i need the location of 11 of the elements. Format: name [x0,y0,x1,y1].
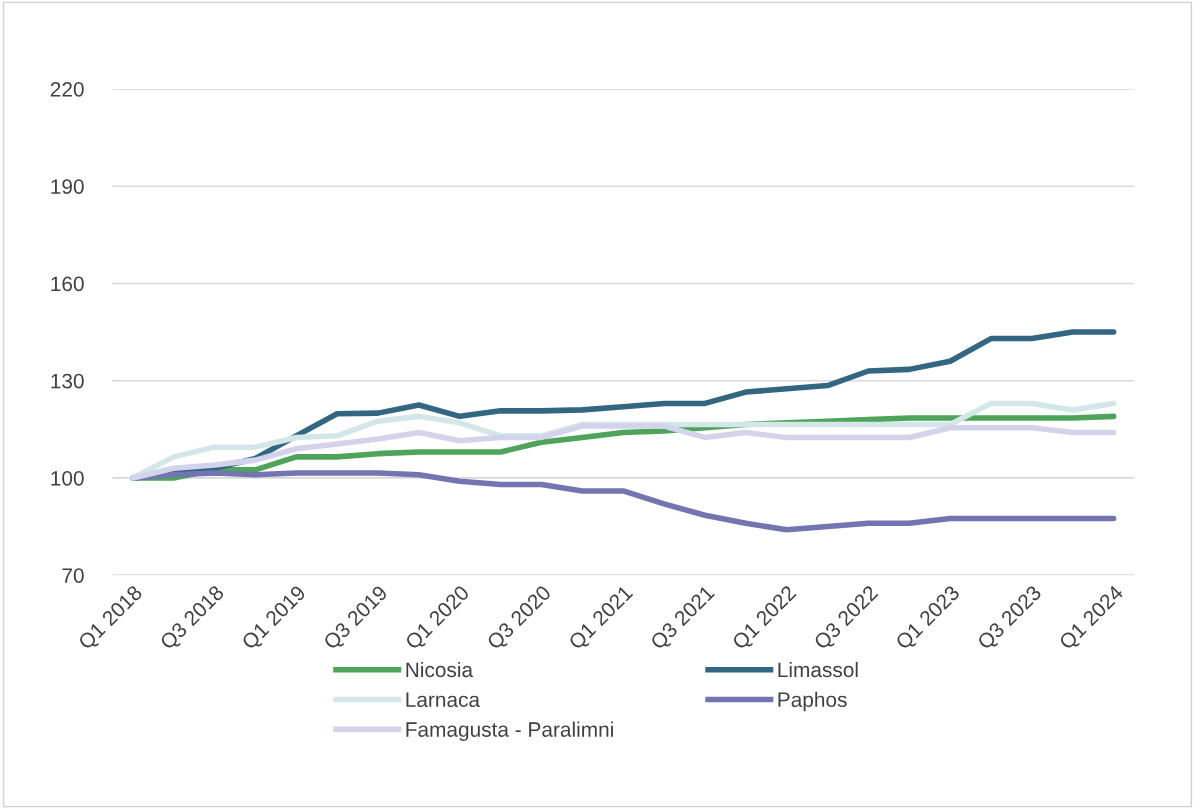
y-tick-label: 220 [50,81,84,97]
y-tick-label: 160 [51,276,84,292]
y-tick-label: 130 [51,373,84,389]
y-tick-label: 190 [51,179,84,194]
legend-label: Famagusta - Paralimni [406,721,613,741]
legend-label: Limassol [778,661,858,678]
legend-label: Nicosia [406,661,474,678]
y-tick-label: 100 [51,470,84,486]
legend-label: Larnaca [406,692,481,708]
legend-label: Paphos [778,691,847,712]
y-tick-label: 70 [62,568,84,583]
